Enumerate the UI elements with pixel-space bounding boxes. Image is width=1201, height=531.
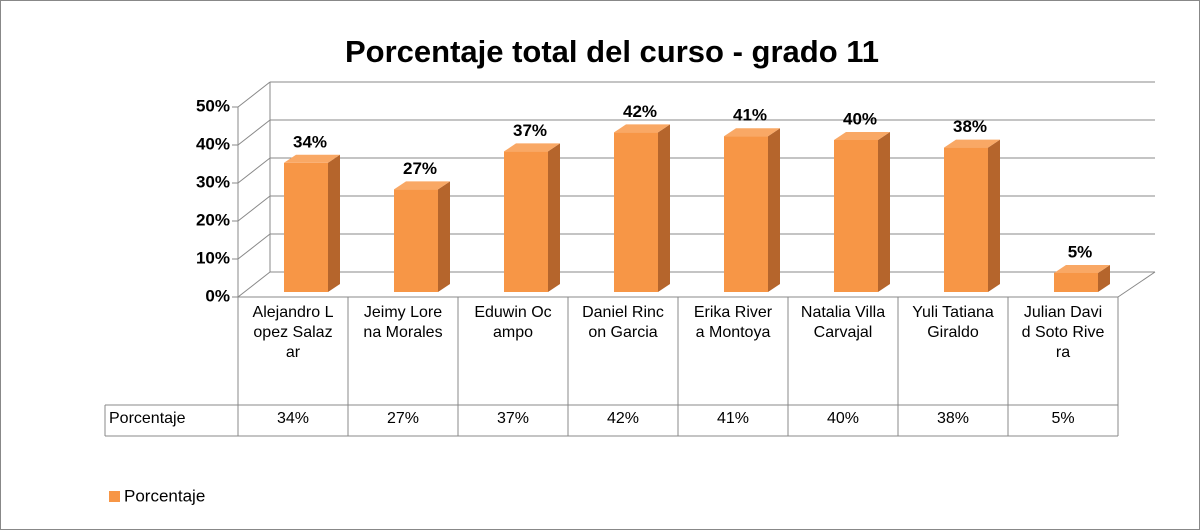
bar <box>724 136 768 292</box>
x-tick-label: Jeimy Lorena Morales <box>363 304 443 341</box>
data-label: 37% <box>513 121 547 140</box>
grid-line-side <box>237 195 271 222</box>
table-value: 40% <box>826 410 860 427</box>
data-label: 5% <box>1068 242 1093 261</box>
x-tick-label-box: Julian David Soto Rivera <box>1021 304 1105 361</box>
x-tick-label-box: Yuli Tatiana Giraldo <box>912 304 994 341</box>
bar-top <box>284 154 340 163</box>
legend-swatch <box>109 491 120 502</box>
bar-side <box>1098 265 1110 292</box>
y-tick-label: 20% <box>196 210 230 229</box>
x-tick-label: Eduwin Ocampo <box>474 304 552 341</box>
grid-line-side <box>237 271 271 298</box>
x-tick-label-box: Jeimy Lorena Morales <box>363 304 443 341</box>
table-value: 41% <box>716 410 750 427</box>
y-tick-label: 0% <box>205 286 230 305</box>
y-tick-label: 30% <box>196 172 230 191</box>
bar-top <box>834 132 890 140</box>
table-value: 37% <box>496 410 530 427</box>
bar-top <box>504 143 560 152</box>
table-row-header-box: Porcentaje <box>109 410 186 427</box>
y-tick-label: 40% <box>196 134 230 153</box>
chart-title: Porcentaje total del curso - grado 11 <box>345 34 879 69</box>
data-label: 38% <box>953 117 987 136</box>
x-tick-label: Daniel Rincon Garcia <box>582 304 664 341</box>
x-tick-label: Erika Rivera Montoya <box>693 304 773 341</box>
y-tick-label: 50% <box>196 96 230 115</box>
bar <box>834 140 878 292</box>
table-value: 27% <box>386 410 420 427</box>
bar-top <box>724 128 780 137</box>
table-value-box: 37% <box>496 410 530 427</box>
x-tick-label-box: Daniel Rincon Garcia <box>582 304 664 341</box>
table-value: 38% <box>936 410 970 427</box>
grid-line-side <box>237 81 271 108</box>
grid-line-side <box>237 233 271 260</box>
x-tick-label-box: Alejandro Lopez Salazar <box>252 304 334 361</box>
bar-side <box>658 124 670 293</box>
bar <box>614 132 658 292</box>
bar-top <box>394 181 450 190</box>
bar-top <box>614 124 670 133</box>
bar <box>284 162 328 292</box>
bar-top <box>1054 265 1110 273</box>
bar <box>944 147 988 292</box>
data-label: 27% <box>403 159 437 178</box>
bar-top <box>944 139 1000 148</box>
bar-side <box>988 139 1000 292</box>
table-value-box: 40% <box>826 410 860 427</box>
table-value: 34% <box>276 410 310 427</box>
x-tick-label: Natalia Villa Carvajal <box>800 304 886 341</box>
bar-side <box>768 128 780 292</box>
x-tick-label: Julian David Soto Rivera <box>1021 304 1105 361</box>
bar-side <box>548 143 560 292</box>
x-tick-label-box: Eduwin Ocampo <box>474 304 552 341</box>
table-value: 5% <box>1051 410 1075 427</box>
table-value-box: 42% <box>606 410 640 427</box>
legend-label: Porcentaje <box>124 486 205 505</box>
data-label: 41% <box>733 106 767 125</box>
table-value-box: 5% <box>1051 410 1075 427</box>
table-value-box: 38% <box>936 410 970 427</box>
table-value-box: 34% <box>276 410 310 427</box>
y-tick-label: 10% <box>196 248 230 267</box>
x-tick-label-box: Erika Rivera Montoya <box>693 304 773 341</box>
bar-side <box>328 154 340 292</box>
table-row-header: Porcentaje <box>109 410 186 427</box>
x-tick-label: Alejandro Lopez Salazar <box>252 304 334 361</box>
floor-right <box>1117 271 1156 298</box>
table-value-box: 27% <box>386 410 420 427</box>
data-label: 34% <box>293 132 327 151</box>
x-tick-label: Yuli Tatiana Giraldo <box>912 304 994 341</box>
table-value-box: 41% <box>716 410 750 427</box>
bar <box>394 189 438 292</box>
table-value: 42% <box>606 410 640 427</box>
grid-line-side <box>237 157 271 184</box>
bar-side <box>878 132 890 292</box>
bar <box>504 151 548 292</box>
bar-side <box>438 181 450 292</box>
x-tick-label-box: Natalia Villa Carvajal <box>800 304 886 341</box>
data-label: 42% <box>623 102 657 121</box>
data-label: 40% <box>843 109 877 128</box>
grid-line-side <box>237 119 271 146</box>
bar <box>1054 273 1098 292</box>
